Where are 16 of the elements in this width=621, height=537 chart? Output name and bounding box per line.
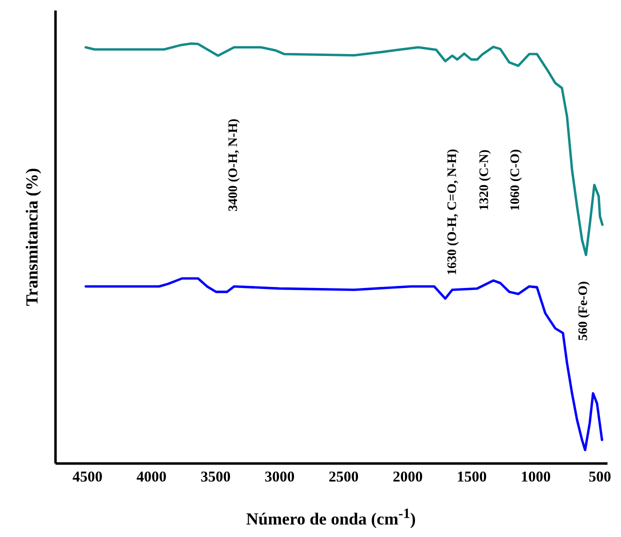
annotation: 3400 (O-H, N-H): [225, 118, 241, 212]
x-tick-label: 4500: [72, 470, 103, 486]
x-tick-label: 1000: [520, 470, 551, 486]
annotation: 1060 (C-O): [507, 149, 523, 211]
x-tick-label: 3000: [264, 470, 295, 486]
x-tick-label: 4000: [136, 470, 167, 486]
x-tick-label: 1500: [456, 470, 487, 486]
annotation: 1630 (O-H, C=O, N-H): [444, 148, 460, 276]
x-axis-title: Número de onda (cm$^{-1}$): [245, 506, 417, 530]
x-tick-label: 2500: [328, 470, 359, 486]
x-tick-label: 2000: [392, 470, 423, 486]
x-tick-label: 500: [588, 470, 612, 486]
x-tick-label: 3500: [200, 470, 231, 486]
annotation: 1320 (C-N): [476, 149, 492, 211]
y-axis-title: Transmitancia (%): [22, 168, 42, 306]
annotation: 560 (Fe-O): [575, 281, 591, 341]
